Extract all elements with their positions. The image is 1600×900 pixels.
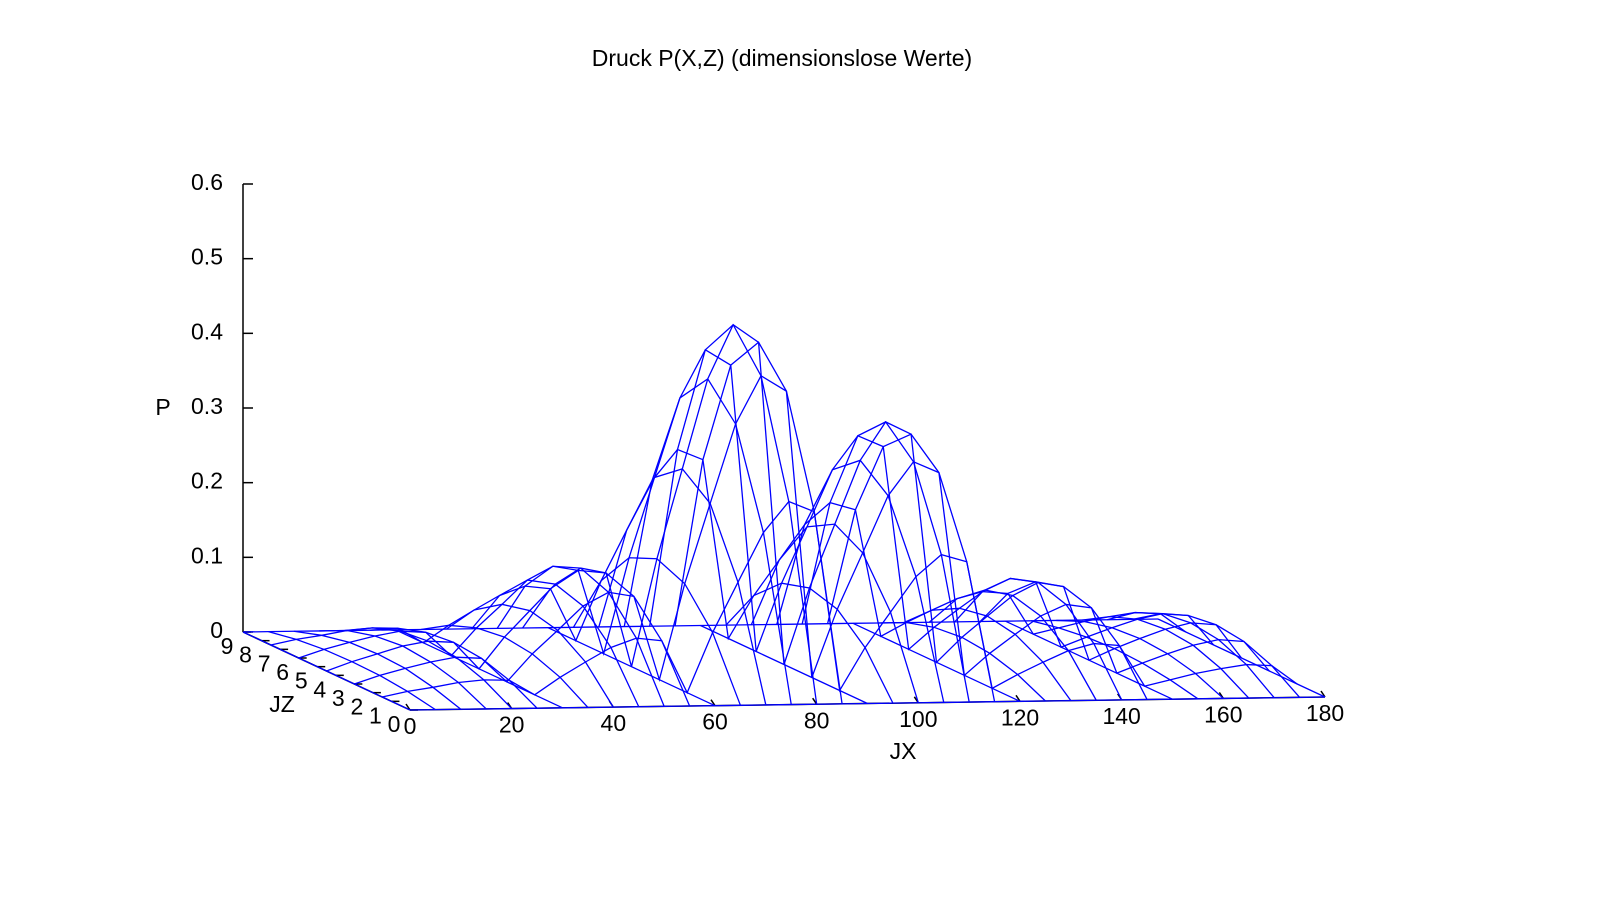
surface-column xyxy=(979,581,1148,700)
surface-column xyxy=(1081,616,1250,699)
x-tick-label: 180 xyxy=(1306,700,1344,726)
y-tick-label: 0.4 xyxy=(191,318,223,344)
surface-column xyxy=(903,607,1072,701)
surface-column xyxy=(954,577,1123,701)
x-tick-label: 40 xyxy=(601,710,627,736)
surface-column xyxy=(242,631,411,711)
z-tick-label: 3 xyxy=(332,685,345,711)
z-axis-label: JZ xyxy=(269,691,295,717)
x-tick-label: 80 xyxy=(804,707,830,733)
x-axis-label: JX xyxy=(890,738,917,764)
x-tick-label: 20 xyxy=(499,712,525,738)
x-tick-label: 120 xyxy=(1001,704,1039,730)
surface-column xyxy=(370,627,538,709)
y-tick-label: 0.5 xyxy=(191,244,223,270)
surface-column xyxy=(598,468,767,706)
surface-column xyxy=(725,582,894,704)
surface-column xyxy=(649,323,818,705)
z-tick-label: 9 xyxy=(221,633,234,659)
surface-column xyxy=(750,523,919,703)
surface-row xyxy=(354,374,1270,685)
x-tick-label: 140 xyxy=(1102,703,1140,729)
x-tick-label: 60 xyxy=(702,709,728,735)
y-tick-label: 0.1 xyxy=(191,542,223,568)
x-tick-label: 100 xyxy=(899,706,937,732)
chart-title: Druck P(X,Z) (dimensionslose Werte) xyxy=(592,45,972,71)
z-tick-label: 2 xyxy=(350,694,363,720)
surface-column xyxy=(776,459,945,703)
surface-column xyxy=(344,627,513,710)
z-tick-label: 0 xyxy=(388,711,401,737)
surface-column xyxy=(547,627,716,707)
surface-column xyxy=(878,621,1046,702)
z-tick-label: 6 xyxy=(276,659,289,685)
z-tick-label: 1 xyxy=(369,702,382,728)
z-tick-label: 7 xyxy=(258,650,271,676)
x-tick-label: 160 xyxy=(1204,702,1242,728)
surface-column xyxy=(1005,620,1173,700)
y-tick-label: 0 xyxy=(210,617,223,643)
y-axis-label: P xyxy=(155,394,170,420)
surface-column xyxy=(522,569,691,707)
surface-column xyxy=(471,579,640,708)
x-tick-label: 0 xyxy=(404,713,417,739)
surface-column xyxy=(674,341,843,704)
surface-column xyxy=(395,629,563,709)
surface-column xyxy=(293,630,462,710)
surface-column xyxy=(1132,613,1301,698)
surface-column xyxy=(1157,618,1326,698)
surface-column xyxy=(700,624,868,705)
surface-column xyxy=(826,433,996,702)
surface-column xyxy=(420,624,589,708)
surface-column xyxy=(852,622,1021,702)
z-tick-label: 5 xyxy=(295,668,308,694)
surface-column xyxy=(1030,620,1199,700)
y-tick-label: 0.2 xyxy=(191,468,223,494)
y-tick-label: 0.3 xyxy=(191,393,223,419)
surface-column xyxy=(623,377,792,705)
z-tick-label: 4 xyxy=(313,676,326,702)
surface-column xyxy=(801,421,970,703)
surface-row xyxy=(326,323,1243,672)
surface-column xyxy=(268,631,436,711)
z-tick-label: 8 xyxy=(239,642,252,668)
surface-column xyxy=(1056,619,1224,699)
surface-column xyxy=(572,557,742,706)
surface-column xyxy=(445,603,614,708)
surface-column xyxy=(1107,611,1275,699)
y-tick-label: 0.6 xyxy=(191,169,223,195)
surface-column xyxy=(496,565,665,707)
